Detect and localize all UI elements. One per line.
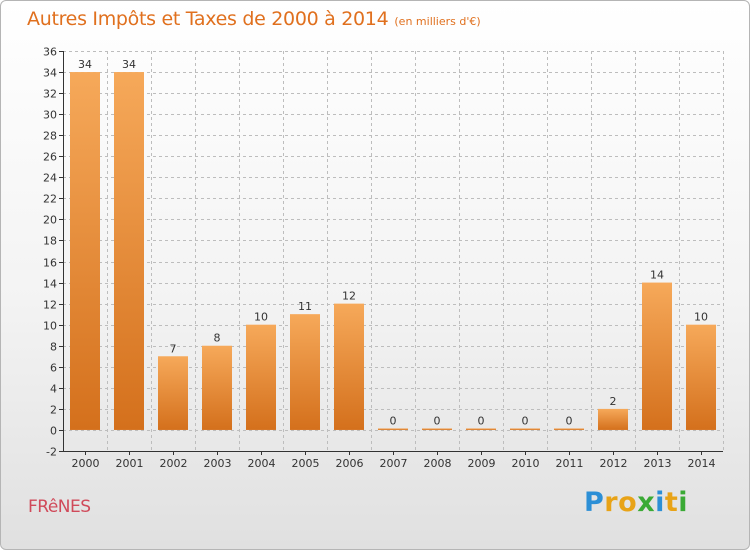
- bar-2011: [554, 428, 584, 430]
- y-tick-label: 8: [50, 341, 57, 354]
- logo-letter: t: [664, 487, 679, 518]
- logo-letter: i: [655, 487, 665, 518]
- value-label-2011: 0: [566, 414, 573, 427]
- logo-letter: P: [584, 487, 605, 518]
- y-tick-label: 14: [43, 278, 57, 291]
- y-tick-label: 32: [43, 88, 57, 101]
- bar-2014: [686, 324, 716, 430]
- y-tick-label: 0: [50, 425, 57, 438]
- y-tick-label: 34: [43, 67, 57, 80]
- bar-2003: [202, 345, 232, 430]
- value-label-2002: 7: [170, 342, 177, 355]
- x-tick-label-2010: 2010: [512, 457, 540, 470]
- bar-2009: [466, 428, 496, 430]
- bar-2007: [378, 428, 408, 430]
- y-tick-label: 2: [50, 404, 57, 417]
- y-tick-label: 28: [43, 130, 57, 143]
- x-tick-label-2005: 2005: [292, 457, 320, 470]
- value-label-2010: 0: [522, 414, 529, 427]
- x-tick-label-2006: 2006: [336, 457, 364, 470]
- value-label-2005: 11: [298, 300, 312, 313]
- bar-2000: [70, 72, 100, 430]
- y-tick-label: 30: [43, 109, 57, 122]
- chart-title-text: Autres Impôts et Taxes de 2000 à 2014: [27, 8, 389, 30]
- bar-2004: [246, 324, 276, 430]
- proxiti-logo[interactable]: Proxiti: [584, 487, 688, 518]
- y-tick-label: 24: [43, 172, 57, 185]
- logo-letter: o: [618, 487, 638, 518]
- y-tick-label: 22: [43, 193, 57, 206]
- y-tick-label: 4: [50, 383, 57, 396]
- value-label-2004: 10: [254, 311, 268, 324]
- value-label-2013: 14: [650, 269, 664, 282]
- value-label-2007: 0: [390, 414, 397, 427]
- value-label-2000: 34: [78, 58, 92, 71]
- y-tick-label: 20: [43, 214, 57, 227]
- bar-2001: [114, 72, 144, 430]
- logo-letter: r: [604, 487, 619, 518]
- bar-2008: [422, 428, 452, 430]
- x-tick-label-2008: 2008: [424, 457, 452, 470]
- x-tick-label-2000: 2000: [72, 457, 100, 470]
- value-label-2001: 34: [122, 58, 136, 71]
- x-tick-label-2012: 2012: [600, 457, 628, 470]
- value-label-2014: 10: [694, 311, 708, 324]
- chart-title: Autres Impôts et Taxes de 2000 à 2014 (en…: [27, 8, 481, 30]
- y-tick-label: 16: [43, 257, 57, 270]
- x-tick-label-2013: 2013: [644, 457, 672, 470]
- bar-2006: [334, 303, 364, 430]
- logo-letter: x: [637, 487, 656, 518]
- y-tick-label: 26: [43, 151, 57, 164]
- value-label-2008: 0: [434, 414, 441, 427]
- y-tick-label: -2: [46, 446, 57, 459]
- bar-2012: [598, 408, 628, 430]
- commune-name: FRêNES: [28, 497, 91, 517]
- x-tick-label-2014: 2014: [688, 457, 716, 470]
- y-tick-label: 12: [43, 299, 57, 312]
- logo-letter: i: [678, 487, 689, 518]
- bar-2002: [158, 356, 188, 430]
- x-tick-label-2001: 2001: [116, 457, 144, 470]
- chart-subtitle: (en milliers d'€): [394, 15, 481, 28]
- x-tick-label-2009: 2009: [468, 457, 496, 470]
- value-label-2012: 2: [610, 395, 617, 408]
- value-label-2009: 0: [478, 414, 485, 427]
- x-tick-label-2004: 2004: [248, 457, 276, 470]
- y-tick-label: 18: [43, 235, 57, 248]
- value-label-2006: 12: [342, 290, 356, 303]
- y-tick-label: 10: [43, 320, 57, 333]
- x-tick-label-2007: 2007: [380, 457, 408, 470]
- y-tick-label: 6: [50, 362, 57, 375]
- value-label-2003: 8: [214, 332, 221, 345]
- x-tick-label-2011: 2011: [556, 457, 584, 470]
- bar-2005: [290, 314, 320, 430]
- bar-2013: [642, 282, 672, 430]
- y-tick-label: 36: [43, 46, 57, 59]
- x-tick-label-2003: 2003: [204, 457, 232, 470]
- x-tick-label-2002: 2002: [160, 457, 188, 470]
- bar-2010: [510, 428, 540, 430]
